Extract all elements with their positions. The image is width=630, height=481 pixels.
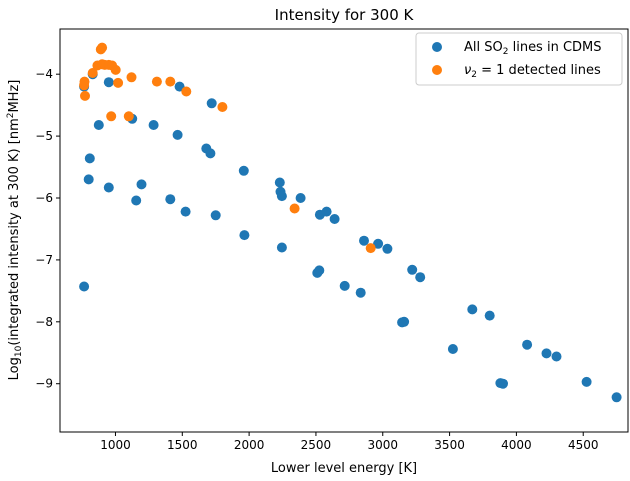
x-tick-label: 1000	[100, 438, 131, 452]
cdms-line-point-48	[551, 351, 562, 362]
legend-marker-all-lines	[432, 42, 442, 52]
cdms-line-point-12	[165, 194, 176, 205]
x-tick-label: 3500	[434, 438, 465, 452]
data-points	[79, 42, 622, 403]
x-tick-label: 4500	[568, 438, 599, 452]
detected-line-point-17	[165, 76, 176, 87]
detected-line-point-21	[365, 243, 376, 254]
cdms-line-point-7	[103, 182, 114, 193]
detected-line-point-14	[123, 111, 134, 122]
y-tick-label: −9	[35, 377, 53, 391]
y-axis-label: Log10(integrated intensity at 300 K) [nm…	[6, 80, 24, 381]
cdms-line-point-33	[355, 287, 366, 298]
cdms-line-point-34	[359, 235, 369, 246]
cdms-line-point-0	[79, 281, 90, 292]
cdms-line-point-50	[611, 392, 622, 403]
cdms-line-point-10	[136, 179, 147, 190]
detected-line-point-18	[181, 86, 192, 97]
cdms-line-point-49	[581, 376, 592, 387]
chart-title: Intensity for 300 K	[275, 6, 415, 24]
detected-line-point-2	[80, 90, 90, 101]
cdms-line-point-36	[382, 243, 393, 254]
x-tick-label: 4000	[501, 438, 532, 452]
cdms-line-point-20	[238, 165, 249, 176]
legend-label-detected: ν2 = 1 detected lines	[464, 63, 601, 80]
y-tick-label: −4	[35, 67, 53, 81]
cdms-line-point-18	[206, 98, 217, 109]
cdms-line-point-17	[205, 148, 216, 159]
detected-line-point-16	[151, 76, 162, 87]
cdms-line-point-31	[329, 214, 340, 224]
axis-ticks: 1000 1500 2000 2500 3000 3500 4000 4500 −9 −8 −7 −6…	[35, 67, 598, 452]
legend-marker-detected	[432, 65, 442, 75]
cdms-line-point-5	[93, 120, 104, 130]
x-tick-label: 1500	[167, 438, 198, 452]
x-tick-label: 2000	[234, 438, 265, 452]
y-tick-label: −6	[35, 191, 53, 205]
y-tick-label: −8	[35, 315, 53, 329]
detected-line-point-19	[217, 102, 228, 112]
detected-line-point-20	[289, 203, 300, 214]
cdms-line-point-25	[276, 242, 287, 253]
y-tick-label: −7	[35, 253, 53, 267]
x-axis-label: Lower level energy [K]	[271, 461, 417, 476]
cdms-line-point-45	[498, 378, 508, 389]
detected-line-point-13	[113, 77, 124, 88]
detected-line-point-15	[126, 72, 137, 83]
cdms-line-point-6	[103, 77, 114, 88]
cdms-line-point-11	[148, 120, 159, 130]
detected-line-point-12	[110, 64, 121, 75]
cdms-line-point-47	[541, 348, 552, 359]
cdms-line-point-38	[399, 316, 410, 327]
cdms-line-point-46	[522, 339, 533, 350]
cdms-line-point-22	[274, 177, 285, 188]
detected-line-point-10	[106, 111, 117, 122]
legend-label-all-lines: All SO2 lines in CDMS	[464, 40, 602, 57]
detected-line-point-6	[97, 42, 108, 53]
detected-line-point-1	[79, 76, 90, 87]
x-tick-label: 3000	[367, 438, 398, 452]
cdms-line-point-28	[314, 265, 325, 276]
cdms-line-point-39	[407, 264, 418, 275]
cdms-line-point-9	[131, 195, 142, 206]
cdms-line-point-13	[172, 129, 183, 140]
y-tick-label: −5	[35, 129, 53, 143]
cdms-line-point-35	[373, 238, 384, 249]
cdms-line-point-19	[210, 210, 221, 221]
cdms-line-point-15	[180, 206, 191, 217]
cdms-line-point-40	[415, 272, 426, 283]
cdms-line-point-24	[276, 191, 287, 202]
cdms-line-point-2	[83, 174, 94, 185]
cdms-line-point-42	[467, 304, 478, 315]
cdms-line-point-26	[295, 193, 306, 203]
plot-frame	[59, 28, 629, 433]
cdms-line-point-30	[321, 206, 332, 217]
cdms-line-point-32	[339, 280, 350, 291]
cdms-line-point-21	[239, 230, 250, 241]
legend: All SO2 lines in CDMS ν2 = 1 detected li…	[415, 32, 623, 86]
cdms-line-point-3	[84, 153, 95, 164]
cdms-line-point-41	[447, 344, 458, 354]
detected-line-point-3	[87, 68, 98, 78]
legend-box	[415, 32, 623, 86]
x-tick-label: 2500	[301, 438, 332, 452]
cdms-line-point-43	[484, 310, 495, 321]
